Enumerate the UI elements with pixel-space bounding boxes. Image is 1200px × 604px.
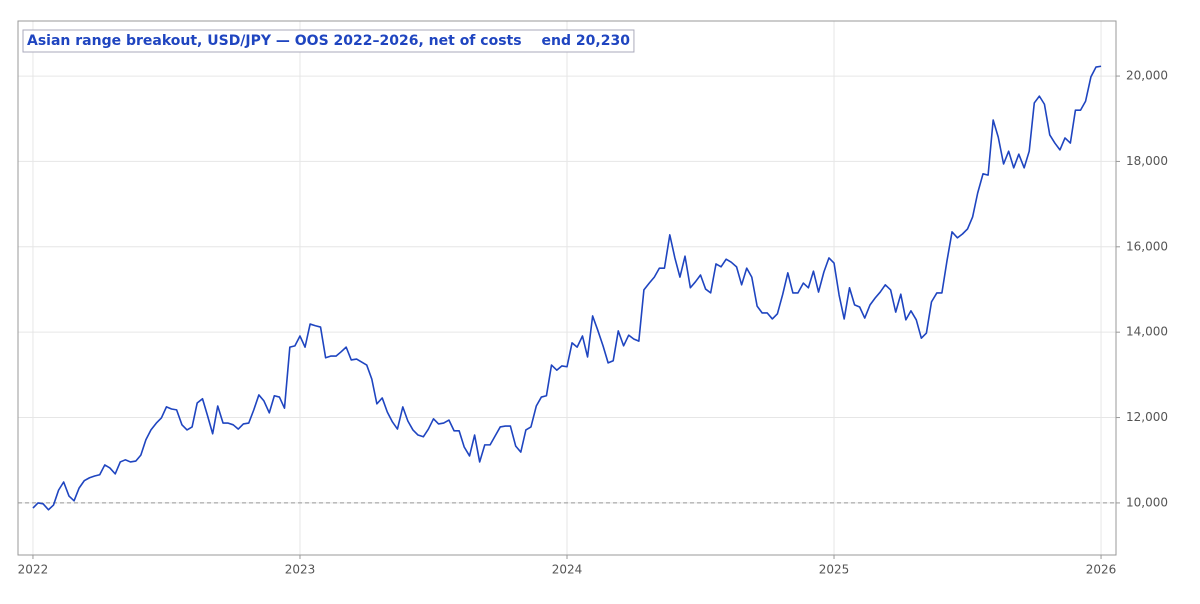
end-annotation: end 20,230 bbox=[542, 33, 631, 49]
x-tick-label: 2025 bbox=[819, 563, 850, 577]
plot bbox=[18, 65, 1116, 511]
y-tick-label: 14,000 bbox=[1126, 325, 1168, 339]
y-tick-label: 20,000 bbox=[1126, 69, 1168, 83]
y-tick-label: 10,000 bbox=[1126, 495, 1168, 509]
x-tick-label: 2023 bbox=[285, 563, 316, 577]
equity-line bbox=[32, 65, 1102, 511]
x-tick-label: 2026 bbox=[1086, 563, 1117, 577]
y-tick-label: 12,000 bbox=[1126, 410, 1168, 424]
chart-title: Asian range breakout, USD/JPY — OOS 2022… bbox=[27, 33, 522, 49]
y-tick-label: 18,000 bbox=[1126, 154, 1168, 168]
x-tick-label: 2022 bbox=[18, 563, 49, 577]
y-tick-label: 16,000 bbox=[1126, 239, 1168, 253]
x-tick-label: 2024 bbox=[552, 563, 583, 577]
ticks: 2022 2023 2024 2025 2026 10,000 12,000 14,000 16… bbox=[18, 69, 1168, 577]
title-box bbox=[22, 29, 635, 53]
